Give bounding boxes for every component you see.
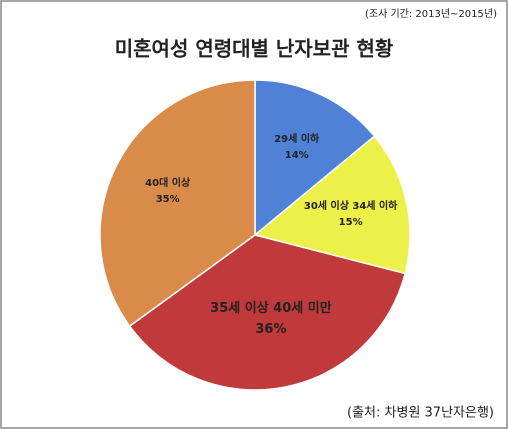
value-label: 15% [339,217,363,228]
slice-label: 35세 이상 40세 미만 [210,300,332,316]
value-label: 14% [285,150,309,161]
value-label: 36% [255,322,286,337]
value-label: 35% [156,194,180,205]
chart-title: 미혼여성 연령대별 난자보관 현황 [115,37,394,61]
pie-slice [99,79,256,328]
slice-label: 40대 이상 [145,176,191,189]
slice-label: 30세 이상 34세 이하 [304,199,398,212]
pie-slice [254,79,376,237]
pie-slice [253,135,411,275]
slice-label: 29세 이하 [274,132,320,145]
pie-slice [128,234,407,391]
subtitle: (조사 기간: 2013년~2015년) [365,8,497,20]
source-note: (출처: 차병원 37난자은행) [347,405,494,421]
